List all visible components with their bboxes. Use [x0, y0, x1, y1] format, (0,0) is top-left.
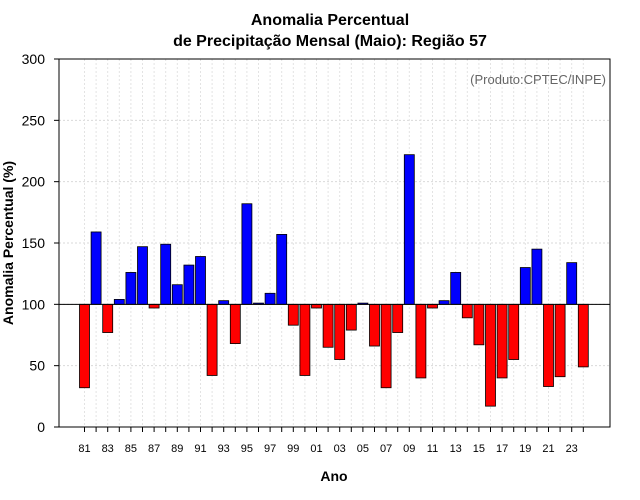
x-axis: 81 83 85 87 89 91 93 95 97 99 01 03 05 07 09 11 13 15 17 19… [78, 427, 583, 455]
bar-95 [242, 204, 252, 305]
bars [80, 155, 589, 406]
x-tick-label: 09 [403, 443, 415, 455]
y-tick-label: 300 [22, 51, 46, 67]
bar-13 [451, 272, 461, 304]
x-tick-label: 85 [125, 443, 137, 455]
bar-91 [196, 256, 206, 304]
grid-lines [59, 59, 610, 427]
bar-01 [312, 304, 322, 308]
y-axis-label: Anomalia Percentual (%) [0, 161, 16, 325]
y-tick-label: 250 [22, 112, 46, 128]
x-tick-label: 01 [310, 443, 322, 455]
x-tick-label: 91 [194, 443, 206, 455]
x-tick-label: 15 [473, 443, 485, 455]
bar-16 [486, 304, 496, 406]
bar-83 [103, 304, 113, 332]
y-tick-label: 0 [37, 419, 45, 435]
x-axis-label: Ano [320, 468, 347, 484]
bar-11 [428, 304, 438, 308]
bar-09 [404, 155, 414, 305]
x-tick-label: 87 [148, 443, 160, 455]
bar-89 [172, 285, 182, 305]
anomaly-bar-chart: Anomalia Percentual de Precipitação Mens… [0, 0, 640, 500]
x-tick-label: 81 [78, 443, 90, 455]
bar-86 [138, 247, 148, 305]
bar-18 [509, 304, 519, 359]
x-tick-label: 89 [171, 443, 183, 455]
bar-21 [544, 304, 554, 386]
bar-85 [126, 272, 136, 304]
bar-19 [520, 268, 530, 305]
bar-15 [474, 304, 484, 344]
bar-81 [80, 304, 90, 387]
y-axis: 0 50 100 150 200 250 300 [22, 51, 59, 435]
chart-title-line2: de Precipitação Mensal (Maio): Região 57 [173, 33, 487, 50]
x-tick-label: 83 [102, 443, 114, 455]
x-tick-label: 03 [334, 443, 346, 455]
bar-93 [219, 301, 229, 305]
bar-82 [91, 232, 101, 304]
bar-94 [230, 304, 240, 343]
bar-06 [370, 304, 380, 346]
bar-10 [416, 304, 426, 378]
x-tick-label: 05 [357, 443, 369, 455]
x-tick-label: 11 [427, 443, 438, 455]
credit-text: (Produto:CPTEC/INPE) [470, 72, 606, 87]
bar-14 [462, 304, 472, 317]
x-tick-label: 23 [566, 443, 578, 455]
x-tick-label: 99 [287, 443, 299, 455]
y-tick-label: 200 [22, 174, 46, 190]
bar-84 [114, 299, 124, 304]
x-tick-label: 17 [496, 443, 508, 455]
bar-00 [300, 304, 310, 375]
bar-97 [265, 293, 275, 304]
bar-04 [346, 304, 356, 330]
y-tick-label: 50 [29, 358, 45, 374]
bar-99 [288, 304, 298, 325]
x-tick-label: 13 [450, 443, 462, 455]
x-tick-label: 19 [519, 443, 531, 455]
bar-24 [578, 304, 588, 367]
chart-title-line1: Anomalia Percentual [251, 12, 409, 29]
bar-02 [323, 304, 333, 347]
bar-23 [567, 263, 577, 305]
bar-20 [532, 249, 542, 304]
y-tick-label: 150 [22, 235, 46, 251]
bar-22 [555, 304, 565, 376]
y-tick-label: 100 [22, 296, 46, 312]
x-tick-label: 95 [241, 443, 253, 455]
x-tick-label: 21 [542, 443, 554, 455]
bar-12 [439, 301, 449, 305]
bar-07 [381, 304, 391, 387]
bar-92 [207, 304, 217, 375]
bar-87 [149, 304, 159, 308]
x-tick-label: 97 [264, 443, 276, 455]
bar-90 [184, 265, 194, 304]
bar-17 [497, 304, 507, 378]
x-tick-label: 07 [380, 443, 392, 455]
bar-98 [277, 234, 287, 304]
x-tick-label: 93 [218, 443, 230, 455]
bar-08 [393, 304, 403, 332]
bar-03 [335, 304, 345, 359]
bar-88 [161, 244, 171, 304]
